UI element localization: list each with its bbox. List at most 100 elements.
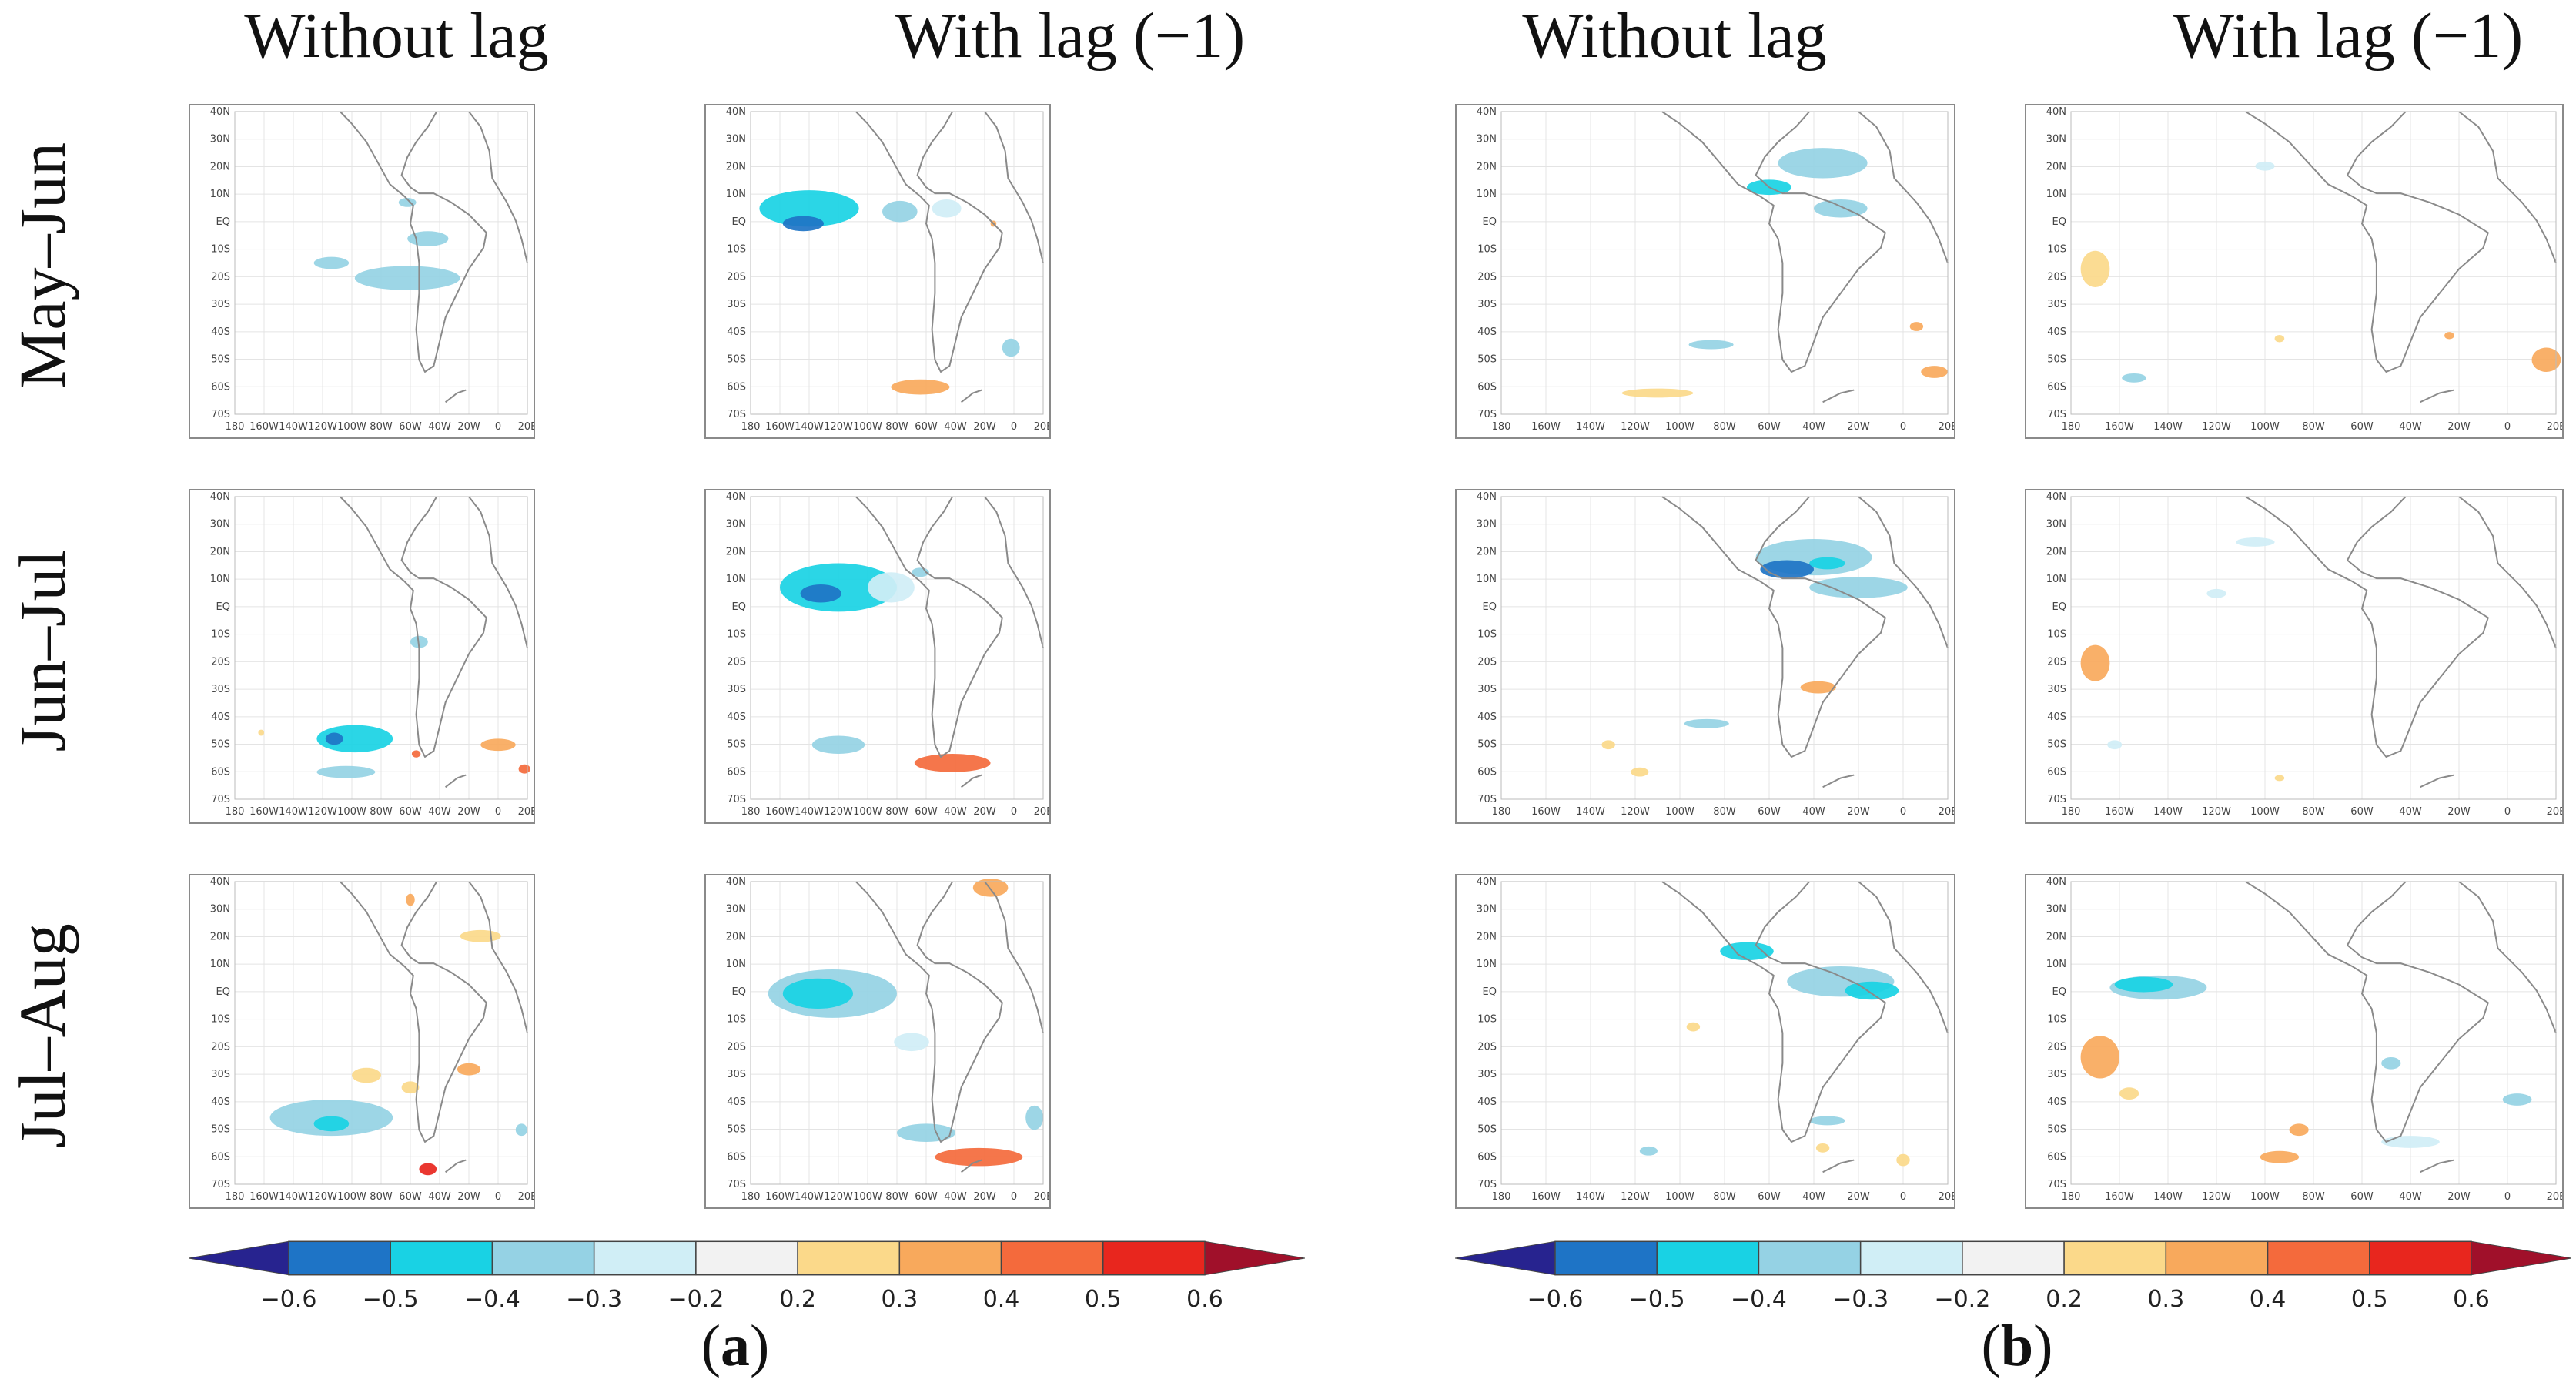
correlation-patch [2080, 1036, 2119, 1079]
lon-tick-label: 0 [1900, 1191, 1906, 1203]
lon-tick-label: 180 [741, 1191, 761, 1203]
lon-tick-label: 120W [2202, 1191, 2231, 1203]
coastline [855, 111, 1003, 373]
lat-tick-label: 60S [2047, 1151, 2066, 1163]
lat-tick-label: EQ [1483, 216, 1497, 228]
lat-tick-label: 10N [2046, 574, 2066, 585]
lat-tick-label: 20S [2047, 1041, 2066, 1053]
colorbar-tick-label: 0.6 [1186, 1286, 1223, 1313]
colorbar-tick-label: 0.5 [2350, 1286, 2388, 1313]
colorbar-tick-label: 0.5 [1084, 1286, 1122, 1313]
lon-tick-label: 20W [457, 421, 480, 433]
colorbar-segment [2267, 1240, 2370, 1276]
lon-tick-label: 180 [2062, 1191, 2081, 1203]
colorbar-tick-label: −0.5 [362, 1286, 419, 1313]
lon-tick-label: 140W [795, 806, 824, 818]
correlation-patch [1921, 366, 1948, 378]
lat-tick-label: 60S [211, 766, 230, 778]
lat-tick-label: 10N [2046, 189, 2066, 200]
lon-tick-label: 20E [2547, 806, 2562, 818]
lat-tick-label: 30S [1477, 1069, 1497, 1080]
lon-tick-label: 160W [2105, 806, 2134, 818]
correlation-patch [2206, 588, 2226, 598]
coastline [855, 496, 1003, 758]
lon-tick-label: 80W [885, 1191, 908, 1203]
colorbar-segment [2165, 1240, 2269, 1276]
lon-tick-label: 160W [765, 421, 795, 433]
lat-tick-label: 10N [1477, 189, 1497, 200]
lon-tick-label: 120W [1621, 806, 1650, 818]
correlation-patch [1845, 981, 1899, 1000]
lon-tick-label: 0 [1011, 421, 1017, 433]
colorbar-segment [491, 1240, 595, 1276]
coastline [1858, 496, 1949, 648]
lon-tick-label: 140W [1576, 806, 1605, 818]
colorbar-tick-label: −0.3 [566, 1286, 623, 1313]
lon-tick-label: 80W [1713, 1191, 1736, 1203]
plot-frame [2070, 111, 2557, 415]
correlation-patch [518, 764, 530, 774]
correlation-patch [800, 584, 841, 603]
correlation-patch [882, 200, 918, 223]
correlation-patch [352, 1067, 381, 1083]
lat-tick-label: 10S [727, 629, 746, 641]
lat-tick-label: 20N [210, 931, 230, 942]
lat-tick-label: 40S [1477, 711, 1497, 723]
colorbar-segment [797, 1240, 901, 1276]
lon-tick-label: 140W [1576, 421, 1605, 433]
correlation-patch [1896, 1153, 1910, 1167]
lon-tick-label: 40W [1802, 806, 1825, 818]
lat-tick-label: 50S [2047, 1124, 2066, 1136]
lon-tick-label: 80W [2302, 421, 2325, 433]
lat-tick-label: 50S [211, 354, 230, 366]
lon-tick-label: 100W [1665, 806, 1694, 818]
correlation-patch [972, 879, 1009, 897]
lat-tick-label: 30N [1477, 519, 1497, 531]
lon-tick-label: 140W [279, 421, 308, 433]
lon-tick-label: 60W [1758, 421, 1781, 433]
lon-tick-label: 140W [2153, 421, 2183, 433]
lon-tick-label: 60W [2350, 421, 2374, 433]
lat-tick-label: 10N [210, 189, 230, 200]
lon-tick-label: 120W [308, 421, 337, 433]
lat-tick-label: 50S [211, 1124, 230, 1136]
map-a-may-jun-with-lag: 40N 30N 20N 10N EQ 10S 20S 30S 40S 50S 60S 70S 180 16… [704, 104, 1051, 439]
lon-tick-label: 60W [2350, 806, 2374, 818]
plot-frame [750, 111, 1044, 415]
lon-tick-label: 180 [226, 1191, 245, 1203]
lon-tick-label: 160W [2105, 421, 2134, 433]
correlation-patch [2289, 1123, 2309, 1137]
lat-tick-label: 70S [2047, 409, 2066, 420]
lon-tick-label: 180 [226, 806, 245, 818]
lat-tick-label: 70S [1477, 794, 1497, 805]
lon-tick-label: 40W [428, 806, 451, 818]
lat-tick-label: 70S [1477, 1179, 1497, 1190]
lon-tick-label: 20E [2547, 421, 2562, 433]
lon-tick-label: 120W [2202, 421, 2231, 433]
colorbar-segment [1962, 1240, 2065, 1276]
lon-tick-label: 20E [1939, 421, 1954, 433]
lat-tick-label: 40S [1477, 1096, 1497, 1108]
lat-tick-label: 20S [1477, 1041, 1497, 1053]
correlation-patch [759, 190, 859, 227]
lat-tick-label: 70S [211, 1179, 230, 1190]
lon-tick-label: 100W [1665, 421, 1694, 433]
lat-tick-label: 40S [727, 326, 746, 338]
colorbar-tick-label: −0.5 [1628, 1286, 1685, 1313]
coastline [1661, 111, 1886, 373]
lon-tick-label: 140W [279, 1191, 308, 1203]
lon-tick-label: 80W [2302, 806, 2325, 818]
lon-tick-label: 160W [1531, 421, 1561, 433]
correlation-patch [1621, 388, 1694, 398]
coastline [1661, 496, 1886, 758]
lon-tick-label: 0 [1011, 1191, 1017, 1203]
coastline [340, 496, 487, 758]
lon-tick-label: 100W [2250, 806, 2280, 818]
lon-tick-label: 40W [428, 1191, 451, 1203]
lon-tick-label: 120W [2202, 806, 2231, 818]
colorbar-tick-label: −0.6 [260, 1286, 317, 1313]
correlation-patch [1760, 560, 1814, 579]
lat-tick-label: 20S [2047, 656, 2066, 668]
lon-tick-label: 160W [765, 1191, 795, 1203]
lon-tick-label: 20W [2447, 1191, 2471, 1203]
